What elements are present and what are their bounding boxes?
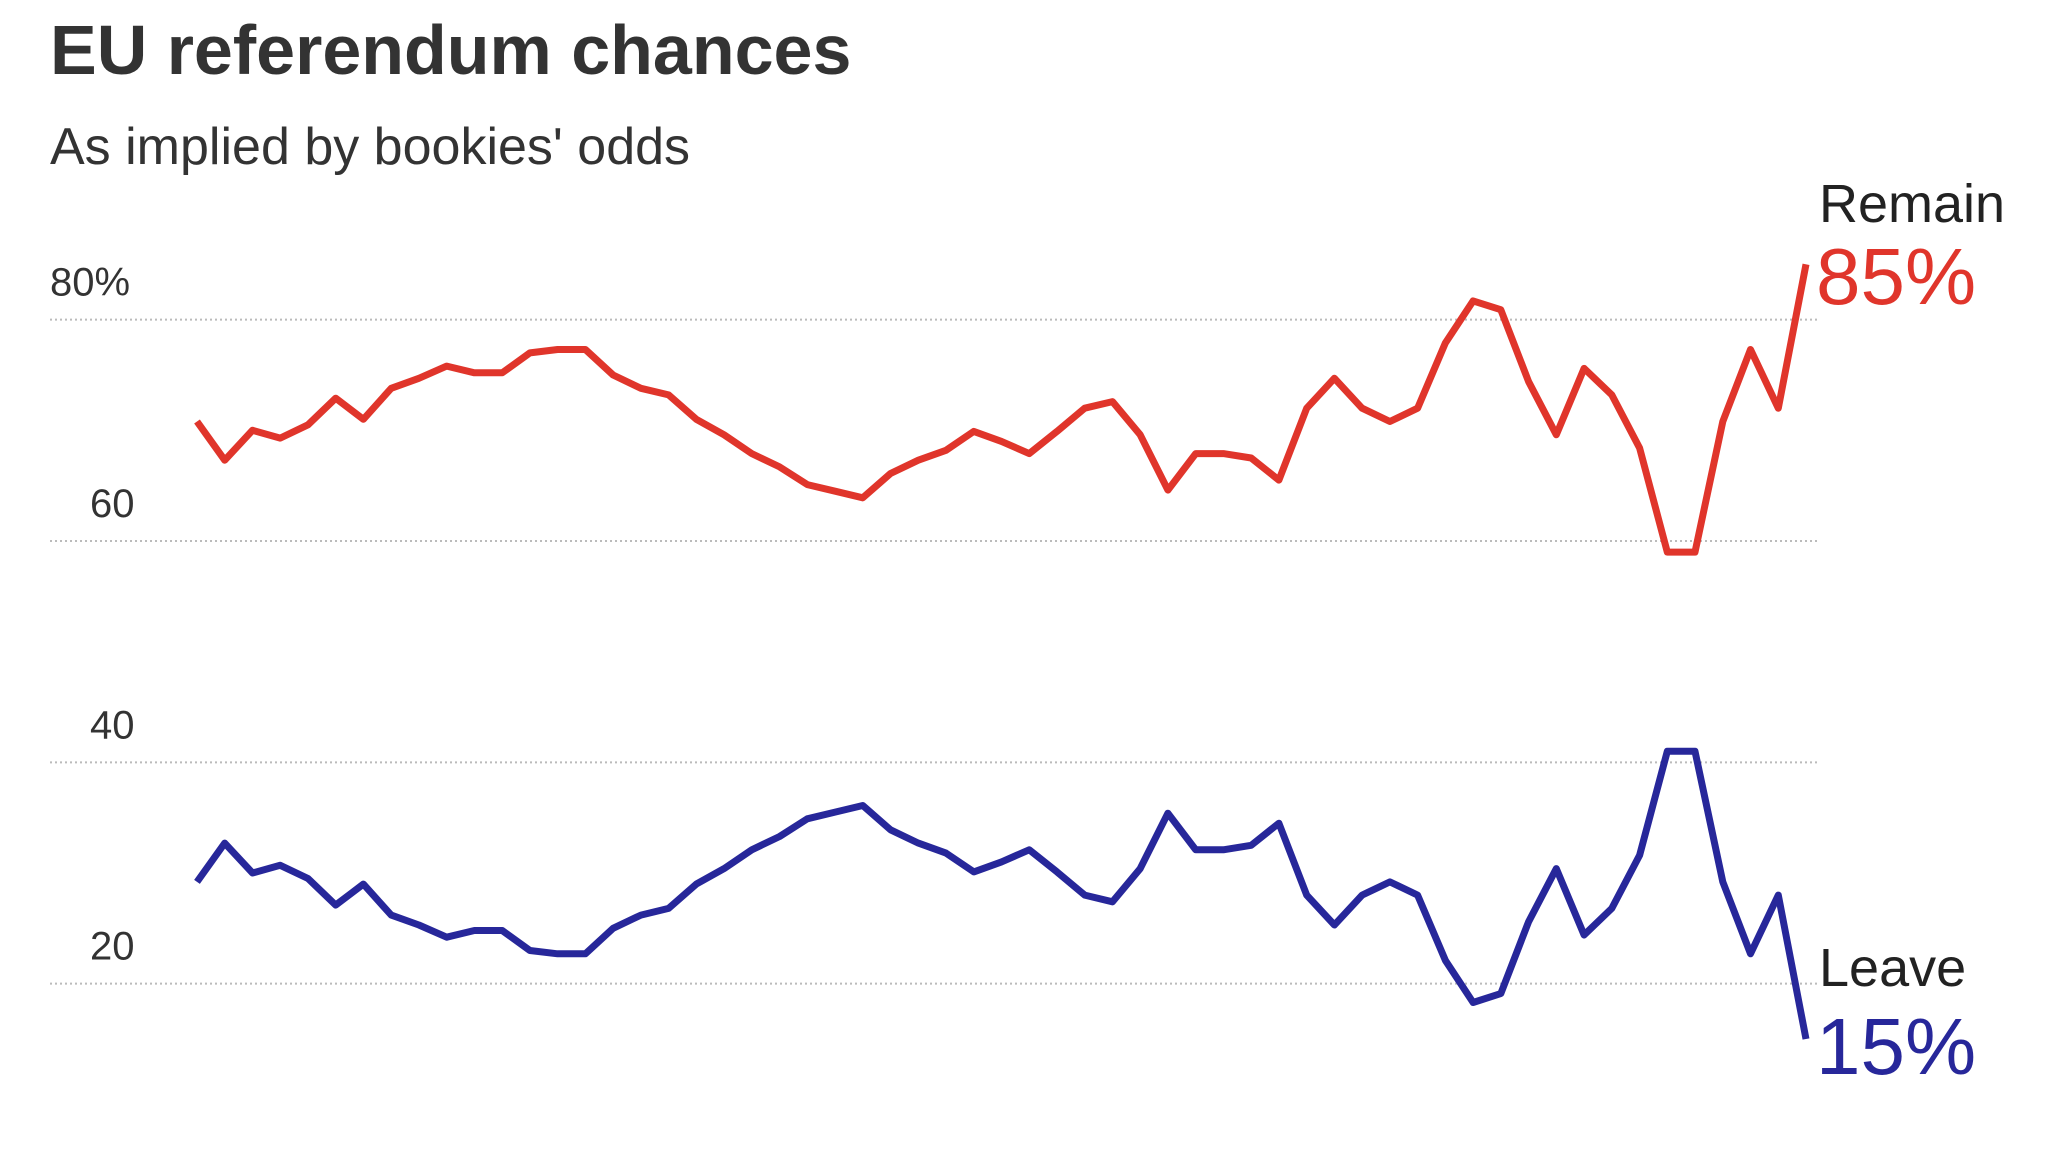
line-series xyxy=(194,747,1810,1040)
series-label: Leave xyxy=(1819,938,1966,998)
end-value-label: 15% xyxy=(1816,1002,1976,1091)
y-tick-label: 80% xyxy=(50,261,130,305)
end-value-label: 85% xyxy=(1816,232,1976,321)
y-tick-label: 40 xyxy=(90,703,135,747)
y-tick-label: 0 xyxy=(90,1146,112,1152)
y-tick-label: 20 xyxy=(90,925,135,969)
y-tick-label: 60 xyxy=(90,482,135,526)
series-label: Remain xyxy=(1819,174,2005,234)
chart-subtitle: As implied by bookies' odds xyxy=(50,118,690,176)
line-series xyxy=(194,263,1810,556)
chart-title: EU referendum chances xyxy=(50,11,851,89)
